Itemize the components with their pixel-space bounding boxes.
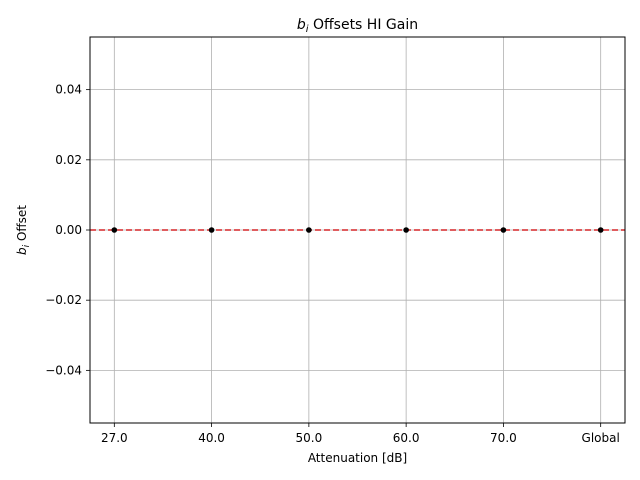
data-point (403, 227, 409, 233)
data-point (111, 227, 118, 233)
chart-title: bi Offsets HI Gain (297, 17, 418, 35)
data-point (597, 227, 604, 233)
data-point (306, 227, 312, 233)
data-point (500, 227, 507, 233)
x-axis-ticks: 27.0 40.0 50.0 60.0 70.0 Global (101, 423, 620, 445)
x-tick-label: 50.0 (296, 431, 323, 445)
y-tick-label: −0.02 (45, 293, 82, 307)
y-axis-label: bi Offset (15, 205, 32, 255)
y-axis-ticks: −0.04 −0.02 0.00 0.02 0.04 (45, 83, 90, 377)
y-tick-label: 0.04 (55, 83, 82, 97)
data-points (111, 227, 604, 233)
x-axis-label: Attenuation [dB] (308, 451, 407, 465)
y-tick-label: −0.04 (45, 363, 82, 377)
x-tick-label: 27.0 (101, 431, 128, 445)
x-tick-label: 40.0 (198, 431, 225, 445)
x-tick-label: 70.0 (490, 431, 517, 445)
y-tick-label: 0.00 (55, 223, 82, 237)
x-tick-label: Global (582, 431, 620, 445)
y-tick-label: 0.02 (55, 153, 82, 167)
x-tick-label: 60.0 (393, 431, 420, 445)
data-point (208, 227, 215, 233)
